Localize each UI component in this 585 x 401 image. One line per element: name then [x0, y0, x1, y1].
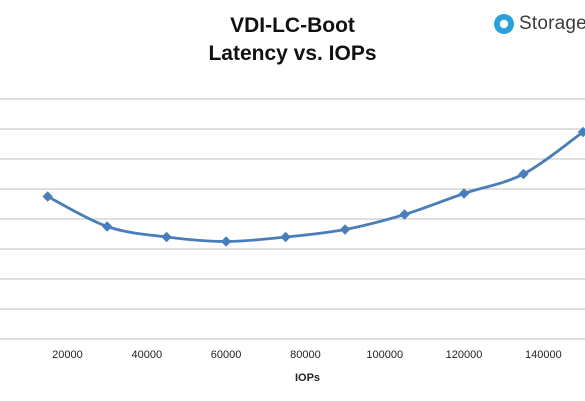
chart-title: VDI-LC-Boot Latency vs. IOPs [0, 12, 585, 68]
chart-title-line1: VDI-LC-Boot [230, 14, 355, 37]
brand-logo: Storage [493, 13, 585, 35]
brand-name: Storage [519, 13, 585, 34]
series-group [42, 126, 585, 247]
data-point-30000 [101, 221, 113, 232]
data-point-15000 [42, 191, 53, 202]
data-point-135000 [518, 168, 529, 180]
data-point-90000 [339, 224, 351, 235]
series-line-0 [47, 130, 584, 243]
data-point-150000 [577, 126, 585, 138]
data-point-60000 [220, 236, 232, 247]
x-tick-label-80000: 80000 [290, 349, 321, 361]
x-tick-label-20000: 20000 [52, 349, 83, 361]
chart-title-line2: Latency vs. IOPs [208, 42, 377, 65]
x-tick-label-100000: 100000 [366, 349, 403, 361]
data-point-75000 [280, 231, 291, 243]
x-tick-label-140000: 140000 [525, 349, 562, 361]
data-point-105000 [399, 209, 410, 220]
gridlines [0, 98, 585, 340]
x-axis-tick-labels: 20000 40000 60000 80000 100000 120000 140000 [52, 349, 562, 361]
x-axis-title: IOPs [295, 372, 320, 384]
x-tick-label-120000: 120000 [446, 349, 483, 361]
data-point-120000 [458, 188, 470, 199]
x-tick-label-40000: 40000 [131, 349, 162, 361]
storage-review-logo-icon [494, 14, 514, 34]
x-tick-label-60000: 60000 [211, 349, 242, 361]
data-point-45000 [161, 231, 172, 243]
